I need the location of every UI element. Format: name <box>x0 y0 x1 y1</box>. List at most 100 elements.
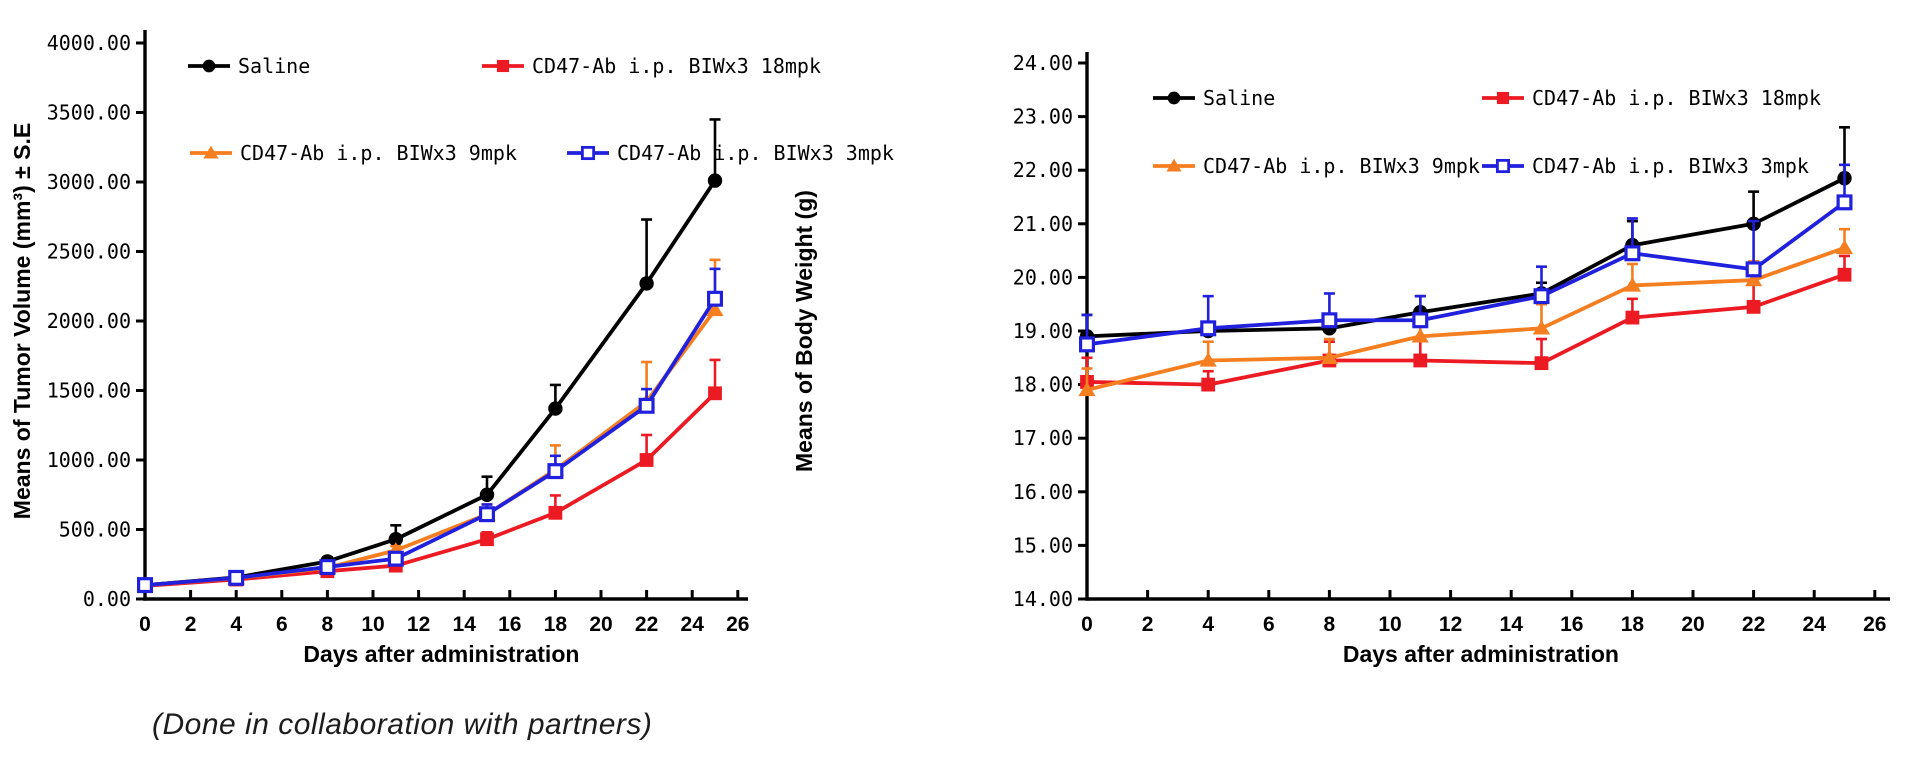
open-square-marker <box>547 463 564 480</box>
y-tick-label: 22.00 <box>1013 158 1073 182</box>
y-tick-label: 500.00 <box>59 518 131 542</box>
open-square-marker <box>479 506 496 523</box>
triangle-marker <box>1532 320 1551 335</box>
y-tick-label: 16.00 <box>1013 480 1073 504</box>
legend: Saline CD47-Ab i.p. BIWx3 18mpk CD47-Ab i.… <box>188 54 894 165</box>
open-square-marker <box>1078 336 1095 353</box>
triangle-marker <box>1835 239 1854 255</box>
x-tick-label: 20 <box>1681 613 1704 636</box>
series-line <box>144 179 717 587</box>
legend-label: CD47-Ab i.p. BIWx3 9mpk <box>240 141 517 165</box>
triangle-marker <box>1078 381 1096 397</box>
x-tick-label: 0 <box>1081 613 1093 636</box>
circle-marker <box>1167 91 1181 105</box>
open-square-marker <box>1836 194 1853 211</box>
x-tick-label: 12 <box>1439 613 1462 636</box>
y-axis-title: Means of Body Weight (g) <box>791 190 817 472</box>
legend-item-cd47-ab-i-p-biwx3-18mpk: CD47-Ab i.p. BIWx3 18mpk <box>1482 86 1821 110</box>
open-square-marker <box>228 569 245 586</box>
open-square-marker <box>137 577 154 594</box>
circle-marker <box>202 59 216 73</box>
square-marker <box>1413 353 1428 368</box>
x-tick-label: 14 <box>1500 613 1524 636</box>
open-square-marker <box>387 550 404 567</box>
x-tick-label: 24 <box>1803 613 1827 636</box>
circle-marker <box>639 276 654 291</box>
x-tick-label: 24 <box>681 613 705 636</box>
series-cd47-ab-i-p-biwx3-18mpk <box>138 358 722 593</box>
triangle-marker <box>1166 158 1182 172</box>
triangle-marker <box>1411 328 1429 343</box>
legend-item-saline: Saline <box>1153 86 1275 110</box>
x-tick-label: 14 <box>453 613 477 636</box>
open-square-marker <box>1533 288 1550 305</box>
axes: 0.00 500.00 1000.00 1500.00 2000.00 2500.00 30… <box>47 30 749 636</box>
triangle-marker <box>203 145 219 159</box>
triangle-marker <box>706 301 724 317</box>
legend-item-cd47-ab-i-p-biwx3-9mpk: CD47-Ab i.p. BIWx3 9mpk <box>1153 154 1480 178</box>
x-tick-label: 0 <box>139 613 151 636</box>
legend-item-cd47-ab-i-p-biwx3-18mpk: CD47-Ab i.p. BIWx3 18mpk <box>482 54 821 78</box>
legend-label: CD47-Ab i.p. BIWx3 18mpk <box>532 54 821 78</box>
collaboration-caption: (Done in collaboration with partners) <box>152 708 653 741</box>
open-square-marker <box>1200 320 1217 337</box>
y-tick-label: 20.00 <box>1013 265 1073 289</box>
y-tick-label: 0.00 <box>83 587 131 611</box>
legend-item-cd47-ab-i-p-biwx3-3mpk: CD47-Ab i.p. BIWx3 3mpk <box>1482 154 1809 178</box>
series-line <box>144 391 717 588</box>
x-tick-label: 18 <box>1621 613 1645 636</box>
y-tick-label: 1500.00 <box>47 379 131 403</box>
square-marker <box>1496 91 1510 105</box>
x-tick-label: 22 <box>1742 613 1765 636</box>
legend: Saline CD47-Ab i.p. BIWx3 18mpk CD47-Ab i.… <box>1153 86 1821 178</box>
y-tick-label: 3000.00 <box>47 170 131 194</box>
x-tick-label: 6 <box>1263 613 1275 636</box>
x-tick-label: 8 <box>322 613 334 636</box>
y-tick-label: 15.00 <box>1013 533 1073 557</box>
axes: 14.00 15.00 16.00 17.00 18.00 19.00 20.00 21.00… <box>1013 51 1890 636</box>
y-tick-label: 14.00 <box>1013 587 1073 611</box>
x-tick-label: 2 <box>185 613 197 636</box>
legend-label: CD47-Ab i.p. BIWx3 3mpk <box>1532 154 1809 178</box>
y-tick-label: 19.00 <box>1013 319 1073 343</box>
x-axis-title: Days after administration <box>1343 641 1619 667</box>
x-tick-label: 26 <box>1863 613 1886 636</box>
x-tick-label: 10 <box>361 613 384 636</box>
square-marker <box>480 532 494 547</box>
y-tick-label: 24.00 <box>1013 51 1073 75</box>
body-weight-chart: 14.00 15.00 16.00 17.00 18.00 19.00 20.00 21.00… <box>791 51 1890 667</box>
series-line <box>1086 246 1846 392</box>
series-line <box>1086 176 1846 339</box>
x-tick-label: 26 <box>726 613 749 636</box>
square-marker <box>1746 299 1761 314</box>
open-square-marker <box>706 290 723 307</box>
open-square-marker <box>1624 245 1641 262</box>
triangle-marker <box>1745 271 1763 287</box>
legend-item-cd47-ab-i-p-biwx3-3mpk: CD47-Ab i.p. BIWx3 3mpk <box>567 141 894 165</box>
x-tick-label: 8 <box>1324 613 1336 636</box>
square-marker <box>1201 377 1216 392</box>
open-square-marker <box>1412 312 1429 329</box>
square-marker <box>1625 310 1640 325</box>
open-square-marker <box>1495 158 1511 174</box>
circle-marker <box>479 487 495 502</box>
series-cd47-ab-i-p-biwx3-3mpk <box>137 267 723 594</box>
legend-label: Saline <box>1203 86 1275 110</box>
y-tick-label: 23.00 <box>1013 105 1073 129</box>
y-axis-title: Means of Tumor Volume (mm³) ± S.E <box>9 123 35 519</box>
open-square-marker <box>1321 312 1338 329</box>
circle-marker <box>388 532 403 547</box>
circle-marker <box>707 173 723 188</box>
legend-label: CD47-Ab i.p. BIWx3 18mpk <box>1532 86 1821 110</box>
legend-label: CD47-Ab i.p. BIWx3 3mpk <box>617 141 894 165</box>
square-marker <box>1534 356 1549 371</box>
circle-marker <box>548 401 563 416</box>
x-tick-label: 4 <box>230 613 242 636</box>
y-tick-label: 21.00 <box>1013 212 1073 236</box>
x-tick-label: 18 <box>544 613 568 636</box>
triangle-marker <box>1199 352 1217 367</box>
series-line <box>1086 200 1846 347</box>
y-tick-label: 18.00 <box>1013 373 1073 397</box>
square-marker <box>639 453 654 467</box>
